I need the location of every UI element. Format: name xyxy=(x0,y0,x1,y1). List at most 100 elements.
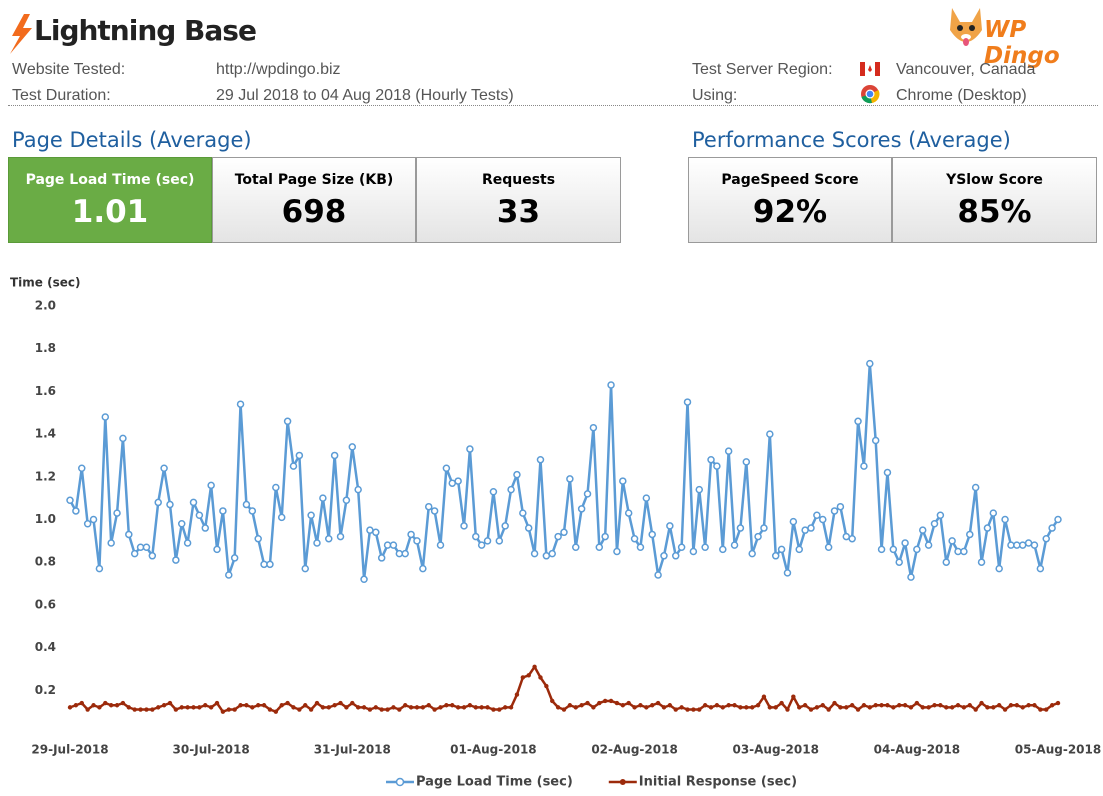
point xyxy=(555,705,561,710)
point xyxy=(732,703,737,708)
point xyxy=(191,705,196,710)
point xyxy=(714,703,720,708)
point xyxy=(532,664,537,670)
point xyxy=(702,703,708,708)
info-value: 29 Jul 2018 to 04 Aug 2018 (Hourly Tests… xyxy=(216,87,514,104)
point xyxy=(819,515,827,524)
point xyxy=(242,500,251,509)
point xyxy=(450,703,455,708)
brand: Lightning Base xyxy=(34,14,257,47)
point xyxy=(873,703,878,708)
point xyxy=(708,705,714,710)
y-tick-label: 1.8 xyxy=(35,341,56,355)
point xyxy=(985,705,990,710)
point xyxy=(238,703,243,708)
point xyxy=(771,552,780,560)
info-value: Vancouver, Canada xyxy=(896,61,1036,78)
point xyxy=(189,498,198,507)
point xyxy=(573,705,578,710)
point xyxy=(583,490,592,498)
metric-card: Requests 33 xyxy=(416,157,621,243)
point xyxy=(432,707,437,712)
metric-value: 33 xyxy=(496,194,541,230)
point xyxy=(454,477,462,485)
point xyxy=(483,537,492,545)
point xyxy=(89,515,98,524)
point xyxy=(172,556,180,564)
point xyxy=(389,541,398,549)
legend-label: Initial Response (sec) xyxy=(639,775,797,790)
point xyxy=(291,705,296,710)
point xyxy=(120,700,126,706)
point xyxy=(642,494,651,502)
point xyxy=(372,528,380,537)
point xyxy=(991,705,996,710)
info-value: http://wpdingo.biz xyxy=(216,61,341,78)
point xyxy=(930,520,939,528)
point xyxy=(1055,700,1061,706)
point xyxy=(295,451,304,460)
point xyxy=(377,554,386,562)
point xyxy=(536,455,545,464)
point xyxy=(667,703,673,708)
point xyxy=(861,703,867,708)
point xyxy=(655,700,661,706)
y-tick-label: 1.0 xyxy=(35,512,56,526)
metric-label: Requests xyxy=(481,172,556,188)
info-label: Test Duration: xyxy=(12,87,111,104)
point xyxy=(601,532,609,541)
point xyxy=(260,560,268,569)
point xyxy=(830,507,839,515)
point xyxy=(924,541,933,549)
point xyxy=(1008,703,1014,708)
point xyxy=(1032,703,1037,708)
point xyxy=(460,522,468,530)
chrome-icon xyxy=(861,85,880,104)
point xyxy=(626,700,631,706)
point xyxy=(671,552,680,560)
point xyxy=(519,509,527,517)
point xyxy=(413,537,421,545)
point xyxy=(1026,703,1031,708)
info-label: Test Server Region: xyxy=(692,61,833,78)
point xyxy=(461,705,467,710)
point xyxy=(589,423,598,432)
point xyxy=(1018,541,1027,549)
point xyxy=(279,703,284,708)
point xyxy=(932,703,937,708)
point xyxy=(567,703,573,708)
info-label: Using: xyxy=(692,87,738,104)
point xyxy=(248,507,257,515)
point xyxy=(489,487,498,496)
point xyxy=(338,700,343,706)
point xyxy=(138,707,143,712)
point xyxy=(507,485,515,494)
point xyxy=(666,522,674,530)
point xyxy=(126,705,132,710)
x-tick-label: 01-Aug-2018 xyxy=(450,743,536,757)
info-label: Website Tested: xyxy=(12,61,126,78)
point xyxy=(949,705,955,710)
point xyxy=(1013,541,1021,549)
point xyxy=(719,545,727,554)
point xyxy=(902,703,908,708)
point xyxy=(366,526,374,534)
point xyxy=(319,494,327,502)
point xyxy=(813,511,821,519)
point xyxy=(654,571,662,579)
point xyxy=(391,705,396,710)
point xyxy=(691,707,696,712)
point xyxy=(526,673,531,678)
point xyxy=(266,560,274,569)
point xyxy=(97,705,102,710)
point xyxy=(713,462,721,470)
point xyxy=(936,511,945,519)
point xyxy=(579,703,584,708)
point xyxy=(201,524,210,532)
point xyxy=(661,705,667,710)
info-value: Chrome (Desktop) xyxy=(896,87,1027,104)
point xyxy=(650,703,655,708)
point xyxy=(971,483,980,492)
point xyxy=(455,705,461,710)
